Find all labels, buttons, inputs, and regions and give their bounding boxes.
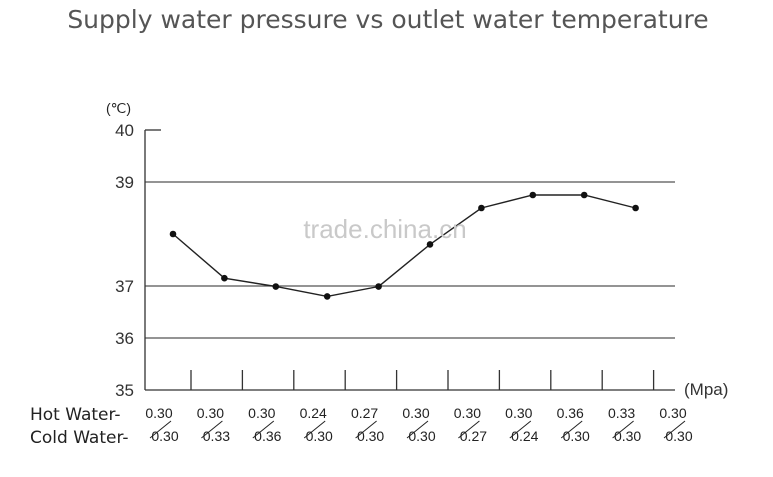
x-axis-unit: (Mpa) — [684, 380, 728, 399]
cold-water-value-1: 0.33 — [203, 428, 230, 444]
cold-water-value-9: 0.30 — [614, 428, 641, 444]
series-path — [172, 194, 636, 298]
data-point-1 — [221, 274, 228, 282]
y-tick-labels: 35 36 37 39 40 — [115, 121, 134, 400]
pair-slash-8 — [560, 420, 583, 439]
hot-water-value-4: 0.27 — [351, 405, 378, 421]
hot-water-value-7: 0.30 — [505, 405, 532, 421]
pair-slash-3 — [303, 420, 326, 439]
pair-slash-2 — [252, 420, 275, 439]
hot-water-value-0: 0.30 — [145, 405, 172, 421]
series-line — [172, 194, 636, 298]
cold-water-value-8: 0.30 — [563, 428, 590, 444]
hot-water-value-3: 0.24 — [300, 405, 327, 421]
cold-water-value-4: 0.30 — [357, 428, 384, 444]
cold-water-value-5: 0.30 — [408, 428, 435, 444]
chart-title: Supply water pressure vs outlet water te… — [67, 5, 708, 34]
pair-slash-6 — [458, 420, 480, 439]
watermark: trade.china.cn — [303, 214, 466, 244]
pair-slash-4 — [355, 420, 377, 439]
pair-slash-1 — [201, 420, 223, 439]
data-point-4 — [375, 283, 382, 290]
y-tick-label-35: 35 — [115, 381, 134, 400]
cold-water-value-0: 0.30 — [151, 428, 178, 444]
cold-water-value-3: 0.30 — [306, 428, 333, 444]
data-point-7 — [529, 191, 537, 199]
pair-slash-7 — [509, 420, 532, 439]
pair-slash-0 — [149, 420, 172, 439]
cold-water-value-10: 0.30 — [665, 428, 692, 444]
data-point-5 — [426, 241, 434, 248]
axes — [144, 129, 675, 391]
pair-slash-10 — [663, 420, 686, 439]
hot-water-label: Hot Water- — [30, 405, 121, 425]
grid — [145, 181, 675, 339]
hot-water-value-8: 0.36 — [557, 405, 584, 421]
hot-water-value-2: 0.30 — [248, 405, 275, 421]
data-points — [169, 191, 639, 300]
data-point-8 — [580, 191, 588, 199]
data-point-3 — [323, 293, 331, 300]
data-point-0 — [169, 230, 177, 238]
data-point-6 — [478, 204, 485, 212]
y-axis-unit: (℃) — [106, 100, 131, 116]
cold-water-value-6: 0.27 — [460, 428, 487, 444]
hot-water-value-5: 0.30 — [402, 405, 429, 421]
y-tick-label-36: 36 — [115, 329, 134, 348]
hot-water-value-1: 0.30 — [197, 405, 224, 421]
pair-slash-9 — [612, 420, 634, 439]
hot-water-value-6: 0.30 — [454, 405, 481, 421]
hot-water-value-9: 0.33 — [608, 405, 635, 421]
cold-water-value-7: 0.24 — [511, 428, 538, 444]
pair-slash-5 — [406, 420, 429, 439]
x-tick-marks — [190, 370, 655, 390]
y-tick-label-40: 40 — [115, 121, 134, 140]
data-point-2 — [272, 283, 280, 290]
hot-water-value-10: 0.30 — [659, 405, 686, 421]
y-tick-label-39: 39 — [115, 173, 134, 192]
data-point-9 — [632, 204, 639, 212]
cold-water-value-2: 0.36 — [254, 428, 281, 444]
pressure-pairs: 0.30 0.30 0.30 0.33 0.30 0.36 0.24 0.30 0.27 0.30… — [145, 405, 692, 444]
y-tick-label-37: 37 — [115, 277, 134, 296]
cold-water-label: Cold Water- — [30, 428, 129, 448]
